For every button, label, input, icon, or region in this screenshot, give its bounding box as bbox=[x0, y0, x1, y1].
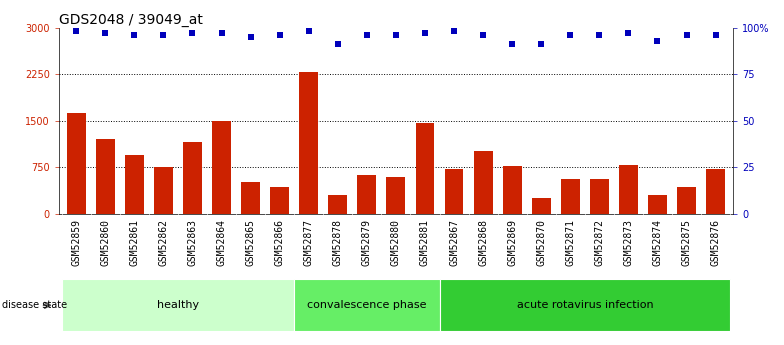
Text: GSM52869: GSM52869 bbox=[507, 219, 517, 266]
Bar bbox=[67, 113, 85, 214]
Text: convalescence phase: convalescence phase bbox=[307, 300, 426, 310]
Text: GSM52866: GSM52866 bbox=[274, 219, 285, 266]
Point bbox=[477, 32, 489, 38]
Point bbox=[128, 32, 140, 38]
Bar bbox=[62, 279, 294, 331]
Bar bbox=[590, 178, 609, 214]
Point bbox=[332, 42, 344, 47]
Text: GSM52870: GSM52870 bbox=[536, 219, 546, 266]
Point bbox=[303, 29, 315, 34]
Bar bbox=[270, 187, 289, 214]
Text: GSM52863: GSM52863 bbox=[187, 219, 198, 266]
Point bbox=[710, 32, 722, 38]
Bar bbox=[125, 155, 143, 214]
Text: GSM52881: GSM52881 bbox=[420, 219, 430, 266]
Point bbox=[390, 32, 402, 38]
Bar bbox=[474, 150, 492, 214]
Point bbox=[274, 32, 286, 38]
Bar bbox=[328, 195, 347, 214]
Bar bbox=[387, 177, 405, 214]
Text: GSM52875: GSM52875 bbox=[681, 219, 691, 266]
Point bbox=[157, 32, 169, 38]
Text: GSM52861: GSM52861 bbox=[129, 219, 140, 266]
Text: GSM52868: GSM52868 bbox=[478, 219, 488, 266]
Point bbox=[506, 42, 518, 47]
Text: GSM52867: GSM52867 bbox=[449, 219, 459, 266]
Point bbox=[448, 29, 460, 34]
Bar bbox=[183, 142, 202, 214]
Text: GSM52864: GSM52864 bbox=[216, 219, 227, 266]
Bar bbox=[503, 166, 521, 214]
Point bbox=[564, 32, 576, 38]
Point bbox=[70, 29, 82, 34]
Text: GSM52871: GSM52871 bbox=[565, 219, 575, 266]
Text: GSM52873: GSM52873 bbox=[623, 219, 633, 266]
Point bbox=[245, 34, 257, 40]
Bar bbox=[358, 175, 376, 214]
Bar bbox=[241, 181, 260, 214]
Text: GSM52872: GSM52872 bbox=[594, 219, 604, 266]
Text: GSM52879: GSM52879 bbox=[362, 219, 372, 266]
Point bbox=[419, 30, 431, 36]
Text: GSM52860: GSM52860 bbox=[100, 219, 111, 266]
Bar bbox=[706, 169, 725, 214]
Text: GSM52862: GSM52862 bbox=[158, 219, 169, 266]
Point bbox=[622, 30, 635, 36]
Point bbox=[361, 32, 373, 38]
Text: GSM52865: GSM52865 bbox=[245, 219, 256, 266]
Bar bbox=[440, 279, 730, 331]
Text: healthy: healthy bbox=[157, 300, 199, 310]
Bar bbox=[677, 187, 696, 214]
Bar bbox=[445, 169, 463, 214]
Point bbox=[652, 38, 664, 43]
Point bbox=[99, 30, 111, 36]
Point bbox=[216, 30, 228, 36]
Text: GSM52878: GSM52878 bbox=[332, 219, 343, 266]
Bar bbox=[416, 123, 434, 214]
Bar bbox=[619, 166, 638, 214]
Text: GSM52880: GSM52880 bbox=[391, 219, 401, 266]
Text: GDS2048 / 39049_at: GDS2048 / 39049_at bbox=[59, 12, 203, 27]
Text: acute rotavirus infection: acute rotavirus infection bbox=[517, 300, 653, 310]
Bar bbox=[648, 195, 667, 214]
Text: GSM52876: GSM52876 bbox=[710, 219, 720, 266]
Bar bbox=[212, 121, 231, 214]
Text: GSM52859: GSM52859 bbox=[71, 219, 82, 266]
Bar bbox=[96, 139, 114, 214]
Point bbox=[681, 32, 693, 38]
Point bbox=[593, 32, 605, 38]
Text: disease state: disease state bbox=[2, 300, 67, 310]
Point bbox=[187, 30, 199, 36]
Text: GSM52877: GSM52877 bbox=[303, 219, 314, 266]
Bar bbox=[294, 279, 440, 331]
Bar bbox=[299, 72, 318, 214]
Bar bbox=[532, 198, 550, 214]
Text: GSM52874: GSM52874 bbox=[652, 219, 662, 266]
Bar bbox=[154, 167, 172, 214]
Point bbox=[535, 42, 547, 47]
Bar bbox=[561, 178, 579, 214]
